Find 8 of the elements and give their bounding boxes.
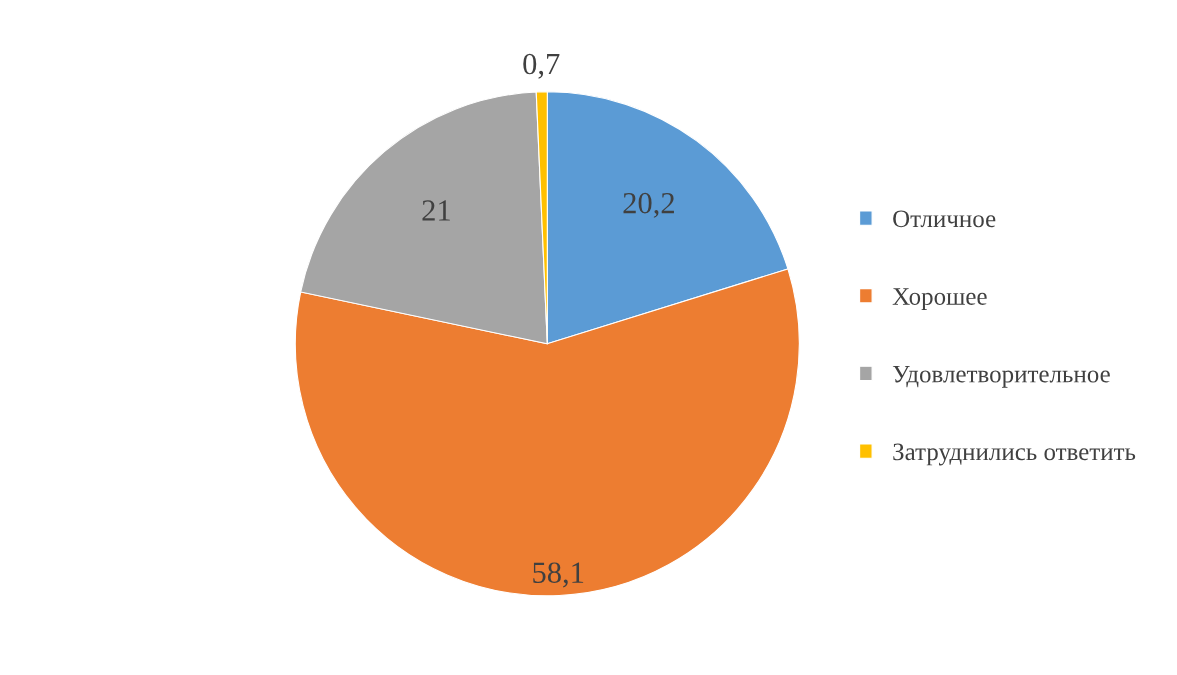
data-label: 58,1 [533, 562, 584, 588]
legend-label: Хорошее [892, 288, 987, 310]
legend-label: Отличное [893, 210, 996, 228]
data-label: 0,7 [523, 53, 560, 79]
legend-label: Затруднились ответить [893, 443, 1136, 466]
legend-label: Удовлетворительное [892, 365, 1110, 388]
data-label: 20,2 [623, 192, 674, 218]
data-label: 21 [422, 200, 450, 221]
